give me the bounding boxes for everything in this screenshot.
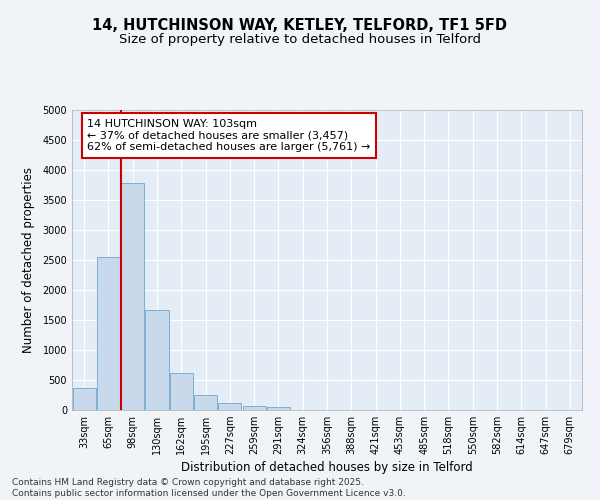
Bar — [73, 388, 95, 410]
Text: 14, HUTCHINSON WAY, KETLEY, TELFORD, TF1 5FD: 14, HUTCHINSON WAY, KETLEY, TELFORD, TF1… — [92, 18, 508, 32]
X-axis label: Distribution of detached houses by size in Telford: Distribution of detached houses by size … — [181, 462, 473, 474]
Text: Size of property relative to detached houses in Telford: Size of property relative to detached ho… — [119, 32, 481, 46]
Bar — [242, 406, 266, 410]
Bar — [97, 257, 120, 410]
Text: 14 HUTCHINSON WAY: 103sqm
← 37% of detached houses are smaller (3,457)
62% of se: 14 HUTCHINSON WAY: 103sqm ← 37% of detac… — [88, 119, 371, 152]
Bar — [121, 183, 144, 410]
Text: Contains HM Land Registry data © Crown copyright and database right 2025.
Contai: Contains HM Land Registry data © Crown c… — [12, 478, 406, 498]
Y-axis label: Number of detached properties: Number of detached properties — [22, 167, 35, 353]
Bar — [194, 396, 217, 410]
Bar — [267, 407, 290, 410]
Bar — [170, 373, 193, 410]
Bar — [145, 310, 169, 410]
Bar — [218, 403, 241, 410]
